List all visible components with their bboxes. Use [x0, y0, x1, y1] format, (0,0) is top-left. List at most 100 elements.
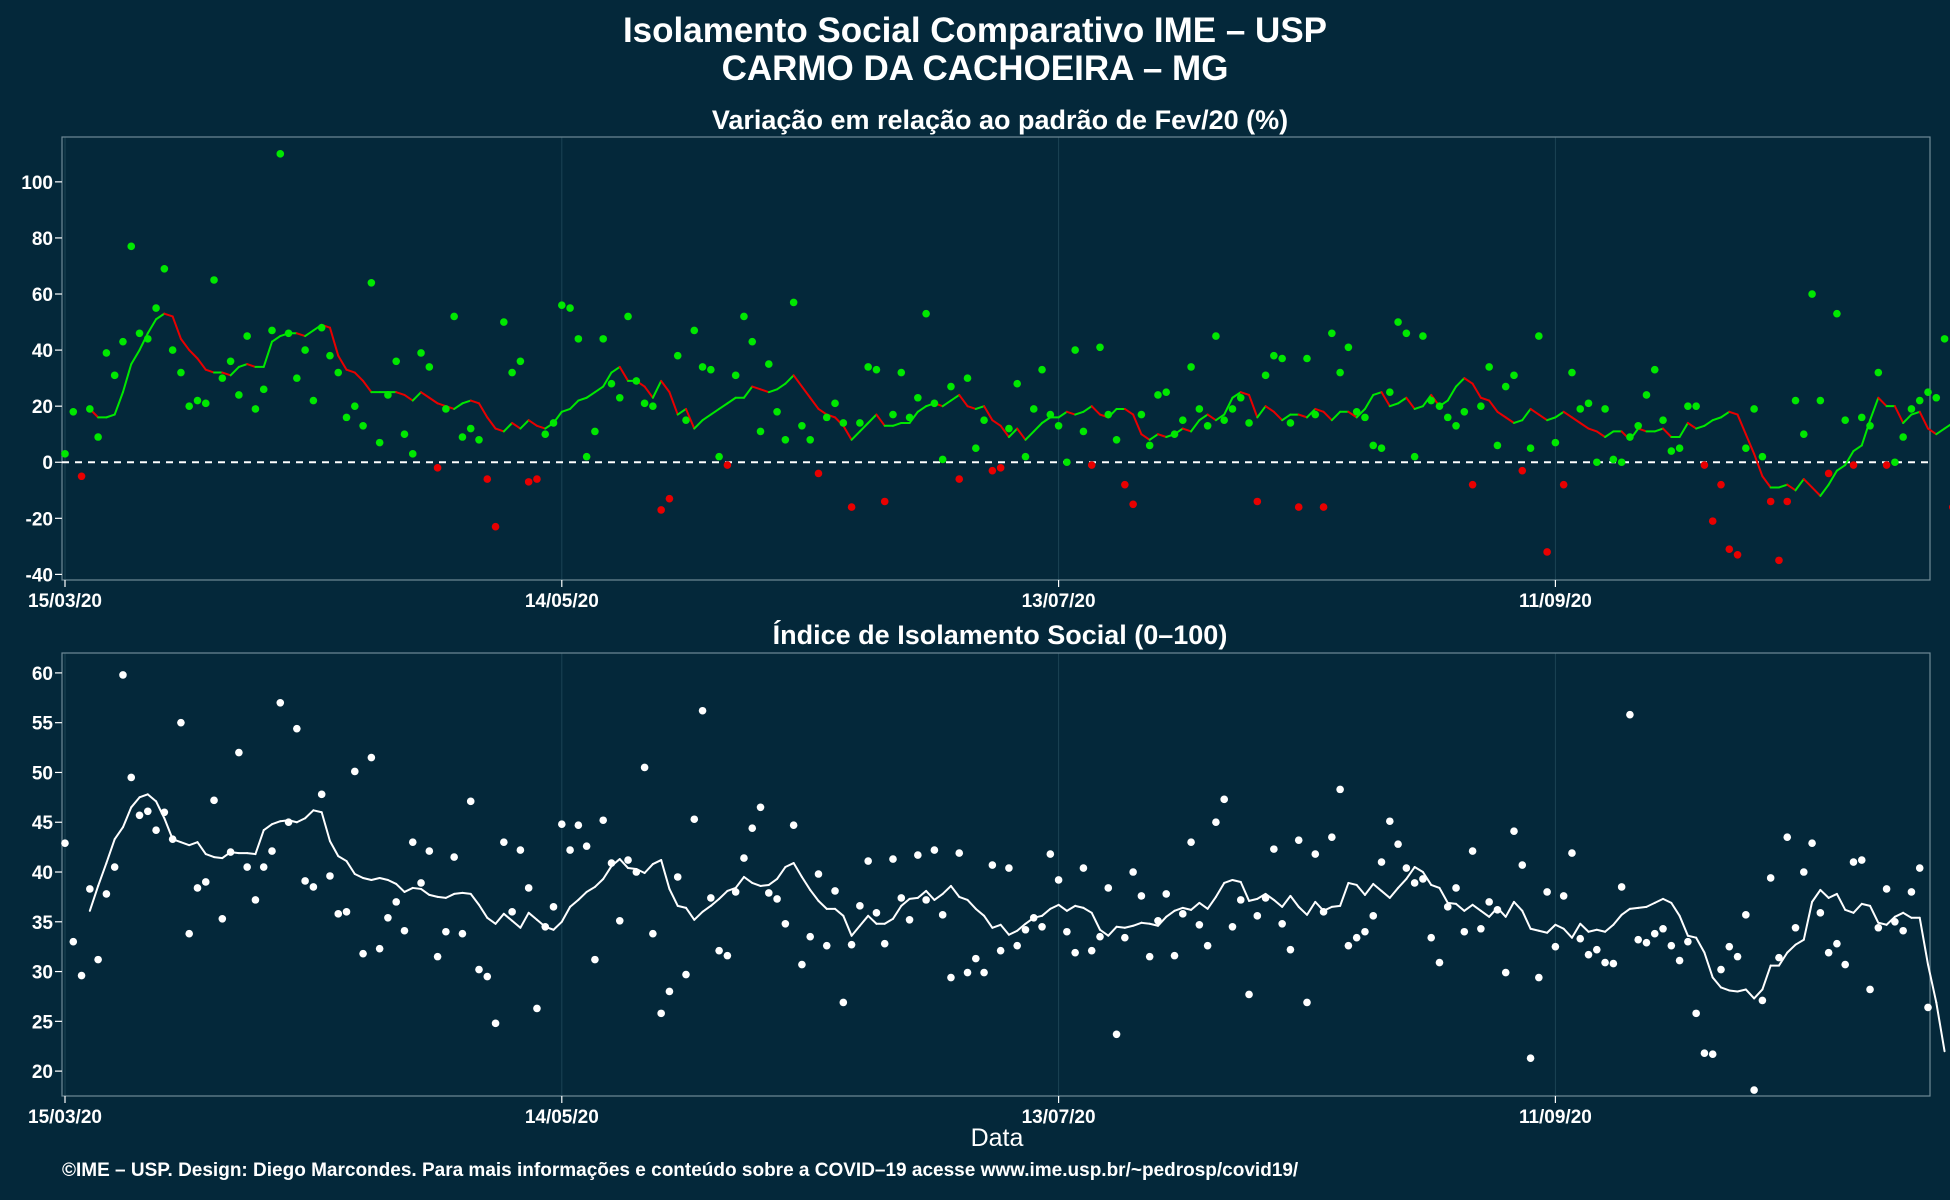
- y-tick-label: 80: [32, 229, 53, 250]
- moving-average-segment: [1670, 901, 1681, 917]
- moving-average-segment: [643, 385, 654, 399]
- data-point: [442, 405, 450, 413]
- data-point: [1791, 923, 1800, 932]
- data-point: [392, 898, 401, 906]
- data-point: [1899, 433, 1907, 441]
- data-point: [1419, 332, 1427, 340]
- data-point: [599, 335, 607, 343]
- moving-average-segment: [1206, 895, 1217, 910]
- data-point: [1609, 959, 1618, 968]
- data-point: [433, 464, 442, 472]
- data-point: [1675, 956, 1684, 965]
- data-point: [1758, 996, 1767, 1005]
- data-point: [1518, 466, 1527, 475]
- moving-average-segment: [1239, 391, 1251, 396]
- data-point: [1907, 888, 1916, 896]
- data-point: [1435, 958, 1444, 967]
- data-point: [1121, 933, 1129, 942]
- moving-average-segment: [776, 382, 787, 391]
- data-point: [1485, 363, 1493, 371]
- data-point: [533, 1004, 541, 1013]
- moving-average-segment: [494, 427, 505, 433]
- data-point: [1154, 916, 1162, 925]
- data-point: [69, 407, 78, 416]
- moving-average-segment: [800, 875, 812, 891]
- moving-average-segment: [1181, 906, 1193, 911]
- moving-average-segment: [1579, 421, 1590, 430]
- moving-average-segment: [850, 924, 861, 937]
- data-point: [1891, 917, 1899, 926]
- moving-average-segment: [618, 858, 630, 870]
- data-point: [309, 396, 318, 405]
- data-point: [1344, 941, 1353, 950]
- data-point: [1800, 430, 1808, 439]
- data-point: [1253, 912, 1262, 920]
- data-point: [1236, 393, 1245, 402]
- moving-average-segment: [809, 396, 820, 410]
- moving-average-segment: [1496, 410, 1507, 419]
- data-point: [235, 748, 243, 757]
- moving-average-segment: [1198, 901, 1209, 910]
- data-point: [1129, 868, 1137, 876]
- data-point: [1460, 407, 1469, 416]
- data-point: [1617, 883, 1626, 891]
- moving-average-segment: [585, 885, 596, 893]
- moving-average-segment: [858, 914, 870, 927]
- moving-average-segment: [420, 887, 431, 896]
- data-point: [1361, 413, 1369, 422]
- moving-average-segment: [1421, 393, 1433, 408]
- moving-average-segment: [850, 430, 861, 441]
- moving-average-segment: [295, 817, 307, 824]
- moving-average-segment: [651, 859, 663, 866]
- moving-average-segment: [991, 923, 1002, 929]
- data-point: [1410, 452, 1419, 461]
- data-point: [483, 972, 492, 981]
- moving-average-segment: [1935, 1001, 1946, 1053]
- moving-average-segment: [1264, 405, 1275, 413]
- data-point: [1394, 840, 1402, 848]
- moving-average-segment: [618, 365, 630, 382]
- data-point: [1112, 436, 1121, 444]
- data-point: [1187, 363, 1195, 371]
- moving-average-segment: [345, 368, 356, 374]
- data-point: [1104, 410, 1113, 419]
- data-point: [558, 820, 566, 829]
- data-point: [442, 927, 450, 936]
- data-point: [1096, 932, 1104, 941]
- moving-average-segment: [1720, 410, 1731, 419]
- data-point: [856, 902, 864, 910]
- data-point: [1195, 405, 1204, 413]
- data-point: [1924, 388, 1932, 396]
- moving-average-segment: [1786, 943, 1797, 954]
- moving-average-segment: [469, 399, 480, 405]
- moving-average-segment: [1479, 396, 1491, 402]
- data-point: [1170, 951, 1179, 960]
- moving-average-segment: [1455, 377, 1466, 388]
- data-point: [135, 329, 144, 338]
- moving-average-segment: [817, 407, 828, 416]
- moving-average-segment: [1604, 430, 1615, 439]
- moving-average-segment: [991, 419, 1002, 427]
- data-point: [1493, 441, 1502, 450]
- data-point: [77, 472, 86, 481]
- moving-average-segment: [1653, 427, 1665, 433]
- data-point: [210, 796, 218, 805]
- moving-average-segment: [1728, 989, 1739, 993]
- moving-average-segment: [560, 407, 572, 413]
- data-point: [1352, 933, 1361, 942]
- moving-average-segment: [1852, 444, 1863, 453]
- moving-average-segment: [1363, 393, 1375, 410]
- data-point: [1766, 497, 1775, 506]
- data-point: [607, 379, 616, 388]
- data-point: [1841, 416, 1849, 424]
- data-point: [1294, 503, 1303, 511]
- moving-average-segment: [121, 806, 133, 829]
- data-point: [185, 929, 193, 938]
- moving-average-segment: [1413, 866, 1424, 874]
- data-point: [1477, 402, 1485, 410]
- data-point: [1468, 847, 1477, 855]
- data-point: [1443, 413, 1452, 422]
- data-point: [342, 908, 351, 916]
- data-point: [1559, 892, 1568, 900]
- moving-average-segment: [1537, 929, 1549, 934]
